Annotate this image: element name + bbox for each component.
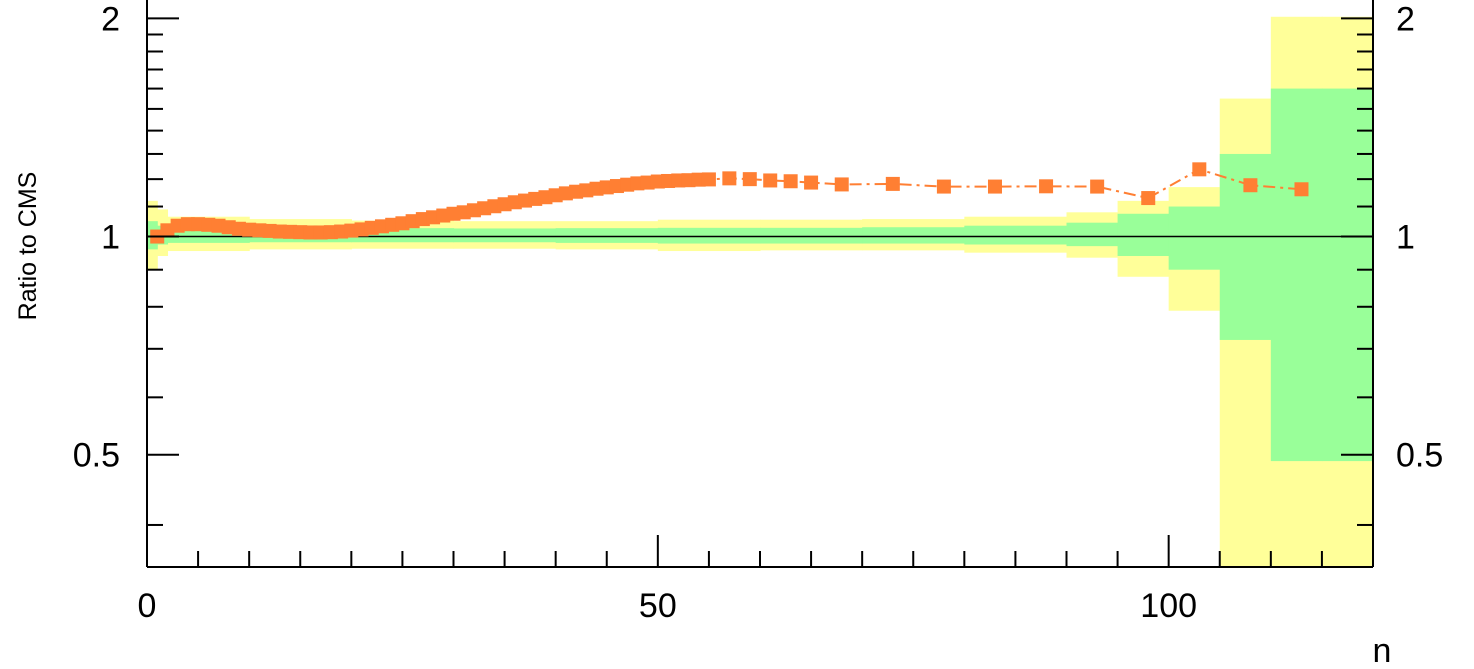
data-point (783, 174, 798, 189)
data-point (987, 179, 1002, 194)
y-axis-title: Ratio to CMS (14, 172, 42, 321)
data-point (1192, 162, 1207, 177)
band-inner-bin (1321, 88, 1374, 462)
data-point (885, 176, 900, 191)
band-inner-bin (760, 227, 863, 244)
data-point (1039, 179, 1054, 194)
tick-label-layer: 0 50 100 0.5 0.5 1 1 2 2 (73, 0, 1444, 625)
data-point (1243, 178, 1258, 193)
data-point (763, 173, 778, 188)
data-point (701, 172, 716, 187)
data-point (936, 179, 951, 194)
x-axis-title: n (1373, 632, 1392, 669)
x-tick-label: 50 (639, 587, 677, 625)
y-tick-label-right: 2 (1396, 0, 1415, 38)
y-tick-label-right: 1 (1396, 219, 1415, 257)
axes-layer (146, 0, 1374, 568)
data-point (1090, 179, 1105, 194)
y-tick-label-left: 2 (101, 0, 120, 38)
x-tick-label: 100 (1140, 587, 1197, 625)
band-inner-bin (657, 227, 761, 244)
band-inner-bin (964, 225, 1068, 245)
y-tick-label-right: 0.5 (1396, 437, 1443, 475)
band-inner-bin (1270, 88, 1323, 462)
y-tick-label-left: 0.5 (73, 437, 120, 475)
y-tick-label-left: 1 (101, 219, 120, 257)
band-inner-bin (555, 228, 659, 243)
band-inner-bin (1168, 206, 1221, 270)
band-inner-bin (453, 228, 557, 243)
band-inner-bin (862, 227, 965, 244)
data-point (722, 171, 737, 186)
band-inner-bin (1066, 222, 1119, 247)
band-outer-layer (147, 16, 1374, 568)
x-tick-label: 0 (138, 587, 157, 625)
data-point (742, 172, 757, 187)
data-point (834, 177, 849, 192)
data-point (804, 175, 819, 190)
data-point (1294, 182, 1309, 197)
series-layer (150, 162, 1309, 244)
data-point (1141, 191, 1156, 206)
band-inner-bin (1117, 213, 1170, 257)
